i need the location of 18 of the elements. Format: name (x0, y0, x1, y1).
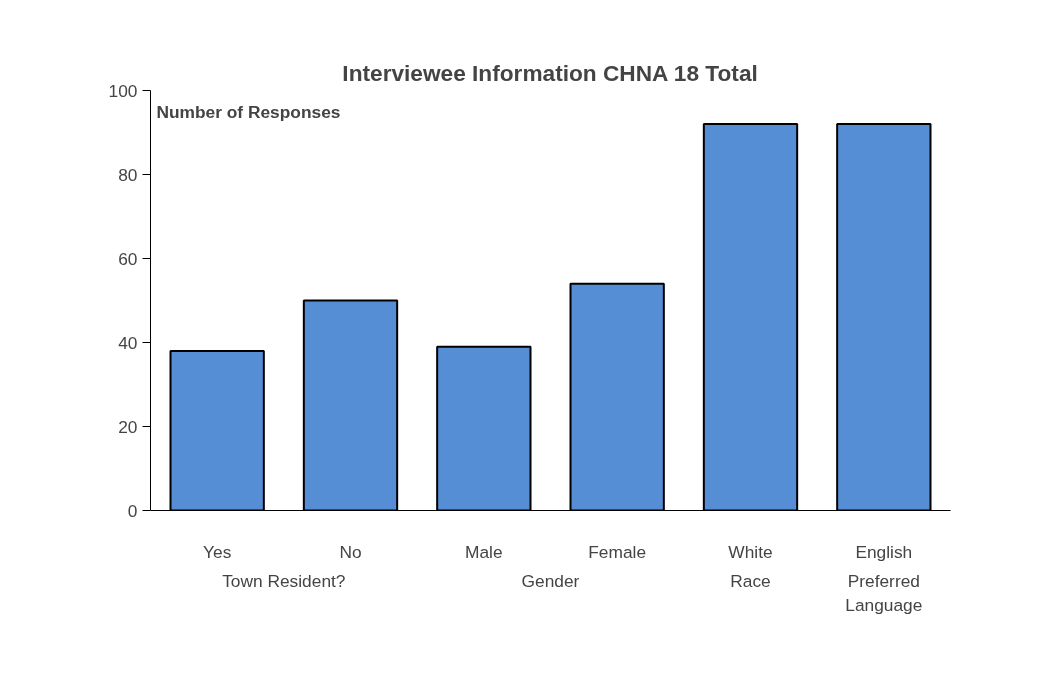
y-tick-label: 0 (127, 500, 138, 521)
text: Race (730, 570, 771, 591)
x-tick-label: Female (588, 541, 647, 562)
x-tick-label: White (728, 541, 773, 562)
text: Gender (521, 570, 580, 591)
x-tick-label: English (855, 541, 913, 562)
y-tick-label: 60 (118, 248, 138, 269)
y-tick-label: 20 (118, 416, 138, 437)
y-tick-label: 80 (118, 164, 138, 185)
y-tick-label: 100 (108, 80, 138, 101)
y-axis-title: Number of Responses (156, 101, 341, 122)
x-tick-label: Male (465, 541, 503, 562)
y-tick-label: 40 (118, 332, 138, 353)
text: Preferred Language (845, 570, 923, 615)
x-tick-label: Yes (203, 541, 232, 562)
x-tick-label: No (339, 541, 362, 562)
text: Town Resident? (222, 570, 346, 591)
chart-title: Interviewee Information CHNA 18 Total (342, 59, 758, 86)
